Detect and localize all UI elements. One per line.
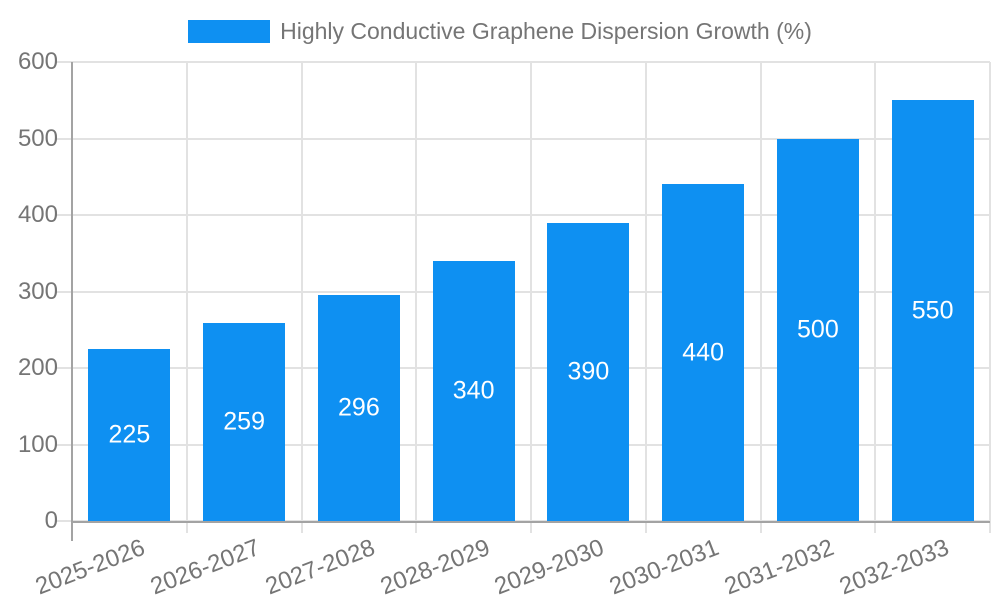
legend[interactable]: Highly Conductive Graphene Dispersion Gr… — [0, 17, 1000, 45]
bar: 500 — [776, 138, 859, 521]
x-gridline — [644, 62, 647, 533]
bar: 296 — [317, 294, 400, 521]
y-gridline — [56, 61, 990, 63]
bar-value-label: 550 — [911, 296, 954, 325]
y-axis-line — [71, 62, 73, 541]
x-axis-line — [71, 521, 990, 523]
bar-value-label: 500 — [797, 315, 839, 344]
legend-label: Highly Conductive Graphene Dispersion Gr… — [280, 18, 812, 44]
y-gridline — [56, 214, 990, 216]
x-gridline — [300, 62, 303, 533]
bar: 550 — [891, 100, 974, 521]
bar: 259 — [203, 322, 286, 521]
x-gridline — [874, 62, 877, 533]
bar: 225 — [88, 348, 171, 521]
bar-value-label: 440 — [682, 338, 724, 367]
legend-swatch — [188, 19, 271, 43]
y-tick-label: 400 — [17, 201, 58, 228]
y-tick-label: 500 — [17, 124, 58, 152]
y-gridline — [56, 367, 990, 369]
x-gridline — [530, 62, 532, 533]
bar: 340 — [432, 260, 515, 521]
y-gridline — [56, 137, 990, 140]
x-gridline — [415, 62, 418, 533]
y-gridline — [56, 443, 990, 446]
x-gridline — [185, 62, 188, 533]
y-gridline — [56, 290, 990, 293]
bar-value-label: 225 — [108, 420, 151, 449]
y-tick-label: 200 — [17, 354, 58, 381]
bar-value-label: 340 — [452, 376, 495, 405]
bar-value-label: 296 — [338, 393, 380, 422]
x-gridline — [759, 62, 762, 533]
bar-value-label: 390 — [567, 357, 610, 386]
bar-value-label: 259 — [223, 407, 265, 436]
y-tick-label: 0 — [44, 507, 58, 534]
y-tick-label: 600 — [17, 48, 58, 75]
y-tick-label: 300 — [17, 277, 58, 305]
bar: 390 — [547, 222, 630, 521]
x-gridline — [989, 62, 991, 533]
bar: 440 — [662, 184, 745, 521]
y-tick-label: 100 — [17, 430, 58, 458]
